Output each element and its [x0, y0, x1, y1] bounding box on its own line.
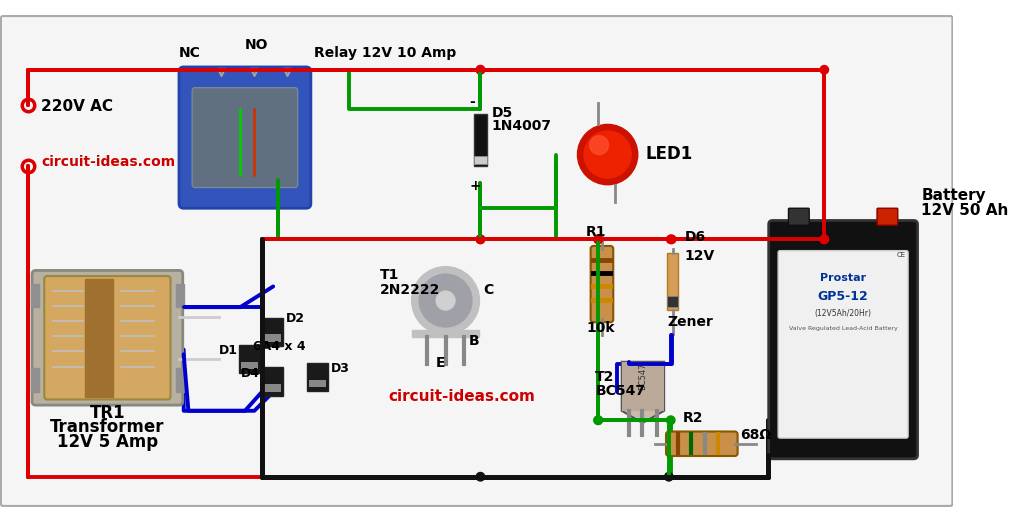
Text: NO: NO [245, 38, 268, 52]
Circle shape [476, 235, 484, 244]
Bar [308, 379, 326, 387]
Text: 12V: 12V [684, 249, 715, 263]
Bar [306, 363, 328, 391]
FancyBboxPatch shape [44, 276, 170, 399]
Text: NC: NC [179, 45, 200, 60]
Text: 1N4007: 1N4007 [491, 119, 551, 133]
Text: R2: R2 [682, 411, 703, 425]
FancyBboxPatch shape [768, 220, 917, 459]
FancyBboxPatch shape [192, 88, 297, 187]
Text: circuit-ideas.com: circuit-ideas.com [388, 389, 535, 405]
Circle shape [593, 416, 602, 424]
Text: C: C [483, 283, 493, 297]
Text: circuit-ideas.com: circuit-ideas.com [41, 155, 175, 169]
Bar [241, 362, 258, 370]
Bar [666, 296, 677, 307]
Circle shape [593, 235, 602, 244]
Text: D2: D2 [285, 312, 304, 325]
Text: Transformer: Transformer [51, 419, 165, 436]
Circle shape [667, 235, 675, 244]
FancyBboxPatch shape [1, 16, 951, 506]
Bar [411, 330, 479, 337]
Circle shape [577, 124, 637, 185]
Text: -: - [469, 94, 474, 109]
FancyBboxPatch shape [777, 251, 907, 438]
Circle shape [819, 235, 828, 244]
Text: Battery: Battery [920, 188, 985, 203]
Text: E: E [436, 355, 445, 370]
FancyBboxPatch shape [179, 67, 310, 208]
Circle shape [589, 136, 608, 155]
Bar [473, 157, 486, 164]
Text: 12V 5 Amp: 12V 5 Amp [57, 433, 158, 450]
Circle shape [419, 274, 471, 327]
Text: T2: T2 [594, 370, 614, 384]
Text: Prostar: Prostar [819, 273, 865, 283]
Text: +: + [469, 180, 480, 193]
Circle shape [476, 472, 484, 481]
Text: T1: T1 [379, 268, 398, 282]
Circle shape [666, 235, 674, 244]
Bar [264, 335, 280, 342]
Circle shape [664, 472, 672, 481]
Text: 220V AC: 220V AC [41, 99, 113, 114]
Circle shape [411, 267, 479, 335]
Text: TR1: TR1 [90, 405, 125, 422]
Text: BC547: BC547 [637, 363, 646, 390]
Text: Valve Regulated Lead-Acid Battery: Valve Regulated Lead-Acid Battery [788, 326, 897, 331]
Text: B: B [469, 334, 479, 348]
FancyBboxPatch shape [590, 246, 613, 322]
FancyBboxPatch shape [665, 432, 737, 456]
Text: 6A4 x 4: 6A4 x 4 [253, 339, 305, 352]
Text: CE: CE [896, 252, 905, 258]
Circle shape [819, 66, 828, 74]
Text: R1: R1 [585, 224, 606, 239]
Bar [239, 345, 260, 373]
Bar [31, 283, 38, 307]
FancyBboxPatch shape [877, 208, 897, 225]
Text: Relay 12V 10 Amp: Relay 12V 10 Amp [313, 45, 456, 60]
Polygon shape [621, 362, 663, 423]
Text: GP5-12: GP5-12 [817, 290, 867, 303]
Circle shape [666, 416, 674, 424]
Circle shape [476, 66, 484, 74]
Circle shape [593, 235, 602, 244]
Bar [176, 369, 184, 392]
Circle shape [593, 416, 602, 424]
Bar [85, 279, 113, 397]
FancyBboxPatch shape [788, 208, 809, 225]
Text: D5: D5 [491, 106, 513, 120]
Text: 68Ω: 68Ω [740, 428, 770, 442]
Text: 10k: 10k [585, 321, 614, 335]
Text: 12V 50 Ah: 12V 50 Ah [920, 203, 1008, 218]
Text: D4: D4 [241, 367, 260, 380]
Text: BC547: BC547 [594, 384, 645, 398]
Circle shape [476, 235, 484, 244]
Text: (12V5Ah/20Hr): (12V5Ah/20Hr) [814, 309, 870, 318]
Bar [176, 283, 184, 307]
Bar [473, 114, 486, 166]
Circle shape [819, 235, 828, 244]
Bar [31, 369, 38, 392]
FancyBboxPatch shape [32, 270, 183, 405]
Bar [621, 362, 663, 411]
Circle shape [583, 131, 631, 178]
Bar [264, 384, 280, 392]
Text: D1: D1 [218, 345, 238, 357]
Text: 2N2222: 2N2222 [379, 283, 440, 297]
Circle shape [436, 291, 455, 310]
Bar [666, 254, 677, 310]
Circle shape [476, 66, 484, 74]
Text: Zener: Zener [666, 315, 712, 329]
Text: LED1: LED1 [645, 145, 692, 163]
Text: D3: D3 [331, 362, 349, 375]
Text: D6: D6 [684, 230, 706, 244]
Bar [262, 367, 282, 396]
Bar [262, 317, 282, 346]
